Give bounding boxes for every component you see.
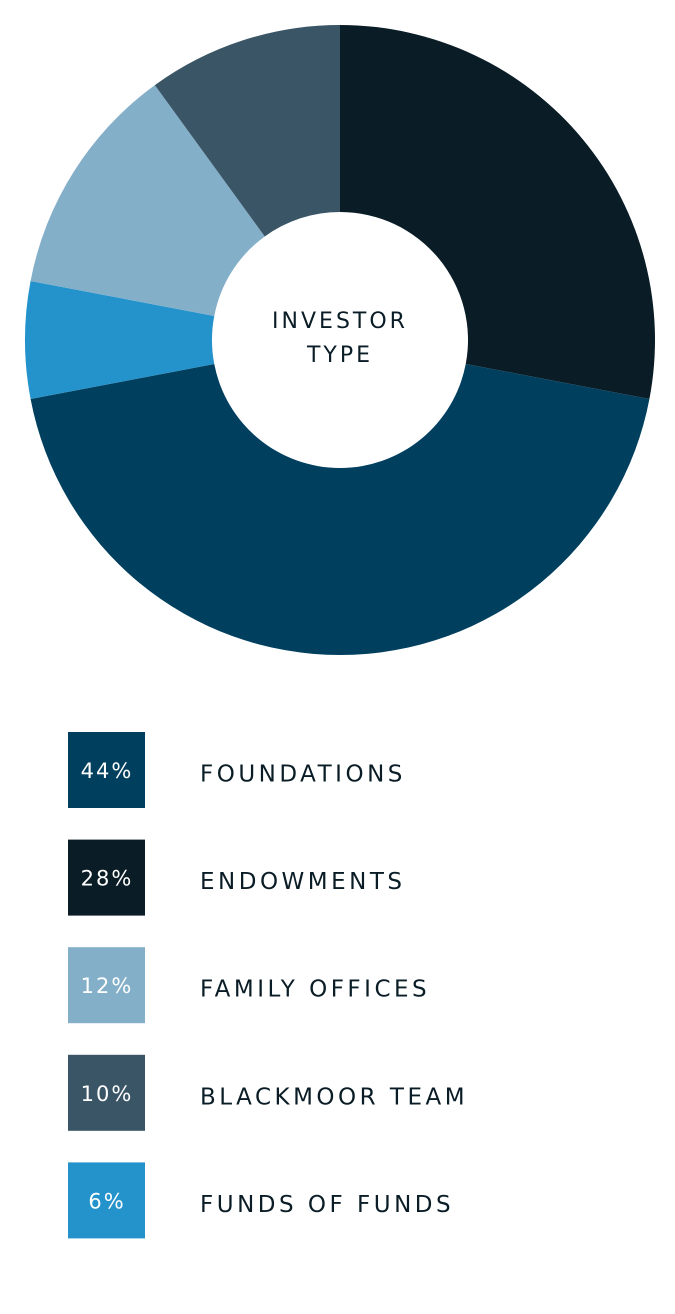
legend-swatch xyxy=(68,1162,145,1239)
donut-slice xyxy=(30,85,265,317)
legend-value-label: 6% xyxy=(88,1189,125,1213)
legend-swatch xyxy=(68,1054,145,1131)
legend-label: FAMILY OFFICES xyxy=(200,977,430,1003)
donut-slice xyxy=(340,25,655,400)
legend-swatch xyxy=(68,839,145,916)
legend-swatch xyxy=(68,947,145,1024)
legend-value-label: 44% xyxy=(81,759,134,783)
legend-label: FOUNDATIONS xyxy=(200,762,406,788)
legend-label: ENDOWMENTS xyxy=(200,869,406,895)
donut-slice xyxy=(154,25,340,237)
donut-slice xyxy=(24,280,215,400)
donut-slice xyxy=(30,363,650,656)
legend-value-label: 10% xyxy=(81,1082,134,1106)
legend-label: BLACKMOOR TEAM xyxy=(200,1084,468,1110)
chart-title: INVESTOR TYPE xyxy=(272,309,408,368)
legend-value-label: 28% xyxy=(81,867,134,891)
legend-label: FUNDS OF FUNDS xyxy=(200,1192,454,1218)
legend-value-label: 12% xyxy=(81,974,134,998)
legend-swatch xyxy=(68,732,145,808)
